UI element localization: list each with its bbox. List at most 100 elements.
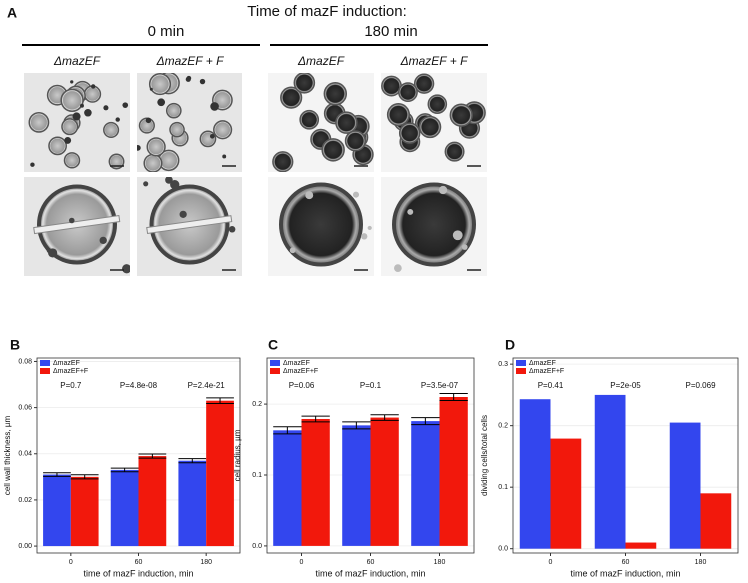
error-bar bbox=[110, 467, 139, 473]
x-tick-label: 180 bbox=[200, 559, 212, 566]
error-bar bbox=[178, 458, 207, 464]
debris bbox=[228, 226, 236, 233]
debris bbox=[137, 145, 141, 151]
y-tick-label: 0.08 bbox=[18, 358, 32, 365]
debris bbox=[222, 154, 227, 159]
debris bbox=[165, 177, 173, 184]
panel-label: B bbox=[10, 337, 20, 353]
column-label: ΔmazEF bbox=[297, 54, 345, 68]
cell bbox=[148, 73, 172, 96]
micrograph bbox=[268, 73, 374, 172]
bar bbox=[206, 400, 234, 547]
debris bbox=[72, 112, 81, 121]
bar bbox=[669, 422, 701, 549]
debris bbox=[289, 247, 296, 254]
y-tick-label: 0.1 bbox=[252, 472, 262, 479]
error-bar bbox=[273, 426, 302, 435]
bar bbox=[370, 417, 399, 546]
cell bbox=[83, 85, 102, 103]
micrograph bbox=[381, 177, 487, 276]
micrograph bbox=[137, 73, 242, 172]
cell bbox=[344, 130, 367, 152]
debris bbox=[84, 108, 92, 117]
plot-frame bbox=[512, 357, 739, 554]
y-axis-label: cell radius, µm bbox=[233, 429, 242, 481]
debris bbox=[115, 117, 120, 122]
group-label: 0 min bbox=[148, 23, 185, 40]
micrograph bbox=[381, 73, 487, 172]
debris bbox=[361, 233, 368, 240]
micrograph bbox=[268, 177, 374, 276]
debris bbox=[452, 230, 463, 241]
cell bbox=[165, 102, 182, 119]
x-axis-label: time of mazF induction, min bbox=[83, 568, 193, 578]
cell bbox=[63, 152, 81, 169]
x-tick-label: 60 bbox=[622, 559, 630, 566]
debris bbox=[99, 236, 107, 245]
panel-label: C bbox=[268, 337, 278, 353]
debris bbox=[91, 84, 96, 89]
column-label: ΔmazEF bbox=[53, 54, 101, 68]
debris bbox=[199, 78, 206, 85]
legend-swatch bbox=[516, 360, 526, 366]
y-tick-label: 0.02 bbox=[18, 497, 32, 504]
debris bbox=[394, 264, 402, 272]
cell bbox=[146, 137, 166, 157]
cell bbox=[108, 153, 125, 170]
annotation: P=2.4e-21 bbox=[188, 381, 226, 390]
x-axis-label: time of mazF induction, min bbox=[315, 568, 425, 578]
x-tick-label: 60 bbox=[367, 559, 375, 566]
bar bbox=[43, 474, 71, 547]
annotation: P=0.41 bbox=[538, 381, 564, 390]
bar bbox=[550, 438, 582, 549]
cell bbox=[143, 153, 163, 172]
legend-label: ΔmazEF+F bbox=[283, 368, 318, 375]
legend-label: ΔmazEF bbox=[529, 360, 556, 367]
debris bbox=[438, 185, 448, 195]
bar bbox=[70, 476, 99, 547]
x-tick-label: 60 bbox=[135, 559, 143, 566]
micrographs bbox=[24, 73, 487, 276]
error-bar bbox=[342, 421, 371, 430]
debris bbox=[68, 217, 75, 224]
y-tick-label: 0.0 bbox=[252, 543, 262, 550]
plot-frame bbox=[266, 357, 475, 554]
micrograph bbox=[24, 73, 130, 172]
cell bbox=[60, 88, 84, 112]
debris bbox=[80, 103, 84, 108]
cell bbox=[323, 82, 348, 106]
y-tick-label: 0.2 bbox=[252, 401, 262, 408]
y-tick-label: 0.3 bbox=[498, 361, 508, 368]
cell bbox=[272, 151, 294, 172]
debris bbox=[407, 208, 414, 215]
cell bbox=[280, 86, 303, 109]
panel-title: Time of mazF induction: bbox=[247, 3, 407, 20]
error-bar bbox=[411, 417, 440, 426]
legend-label: ΔmazEF bbox=[53, 360, 80, 367]
y-tick-label: 0.04 bbox=[18, 451, 32, 458]
legend-swatch bbox=[40, 368, 50, 374]
bar bbox=[178, 460, 207, 547]
panel-label: D bbox=[505, 337, 515, 353]
x-axis-label: time of mazF induction, min bbox=[570, 568, 680, 578]
debris bbox=[209, 133, 215, 139]
annotation: P=0.06 bbox=[289, 381, 315, 390]
cell bbox=[392, 182, 476, 267]
cell bbox=[398, 122, 421, 144]
debris bbox=[185, 76, 191, 82]
error-bar bbox=[43, 472, 71, 477]
debris bbox=[103, 105, 109, 111]
y-tick-label: 0.1 bbox=[498, 484, 508, 491]
x-tick-label: 180 bbox=[434, 559, 446, 566]
legend-swatch bbox=[516, 368, 526, 374]
error-bar bbox=[301, 415, 330, 423]
debris bbox=[305, 191, 314, 200]
debris bbox=[461, 244, 468, 250]
debris bbox=[122, 264, 130, 274]
error-bar bbox=[439, 392, 468, 402]
bar bbox=[342, 425, 371, 546]
debris bbox=[143, 181, 149, 187]
cell bbox=[199, 130, 217, 148]
bar bbox=[700, 493, 732, 549]
error-bar bbox=[70, 474, 99, 480]
